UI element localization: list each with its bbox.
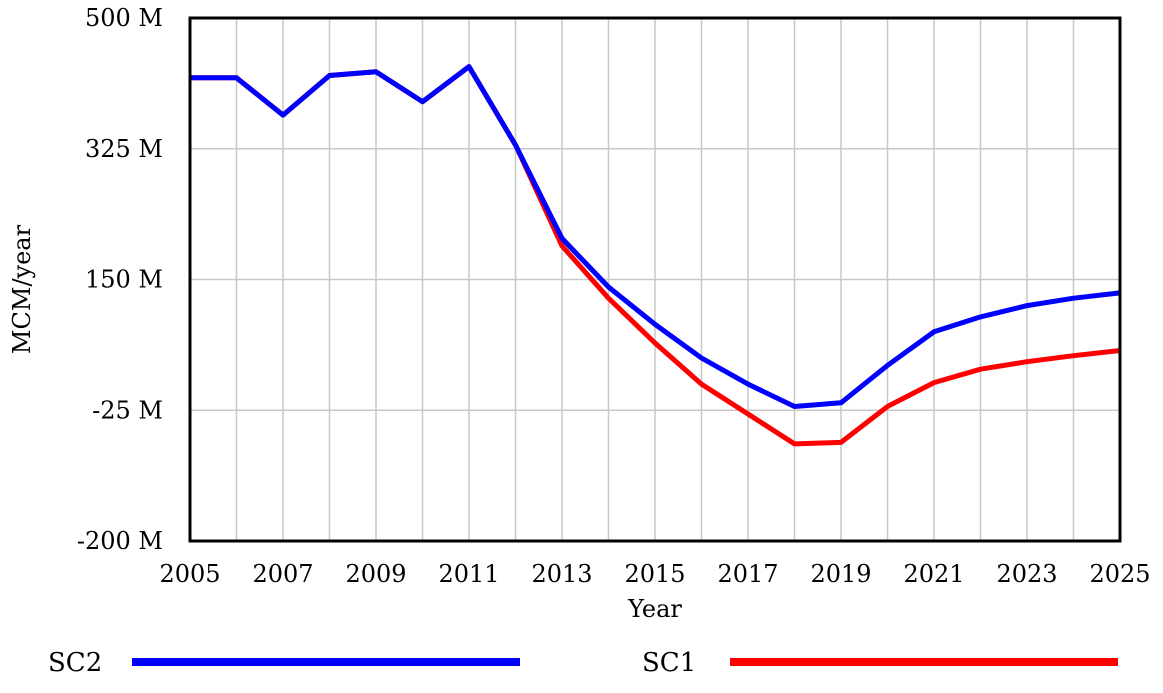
legend: SC2 SC1 bbox=[48, 648, 1118, 678]
x-tick-label: 2009 bbox=[345, 560, 406, 588]
x-axis-tick-labels: 2005 2007 2009 2011 2013 2015 2017 2019 2021 2023… bbox=[159, 560, 1150, 588]
y-axis-title: MCM/year bbox=[8, 224, 36, 354]
gridlines bbox=[190, 18, 1120, 541]
y-tick-label: 325 M bbox=[85, 135, 163, 163]
y-tick-label: -200 M bbox=[77, 527, 163, 555]
x-tick-label: 2015 bbox=[624, 560, 685, 588]
legend-label-sc1: SC1 bbox=[642, 648, 696, 678]
x-tick-label: 2011 bbox=[438, 560, 499, 588]
x-axis-title: Year bbox=[627, 595, 682, 623]
x-tick-label: 2021 bbox=[903, 560, 964, 588]
x-tick-label: 2013 bbox=[531, 560, 592, 588]
y-tick-label: 150 M bbox=[85, 266, 163, 294]
series-line-sc2 bbox=[190, 64, 1121, 409]
x-tick-label: 2017 bbox=[717, 560, 778, 588]
plot-area-frame bbox=[188, 16, 1122, 543]
y-tick-label: 500 M bbox=[85, 4, 163, 32]
x-tick-label: 2007 bbox=[252, 560, 313, 588]
legend-label-sc2: SC2 bbox=[48, 648, 102, 678]
y-tick-label: -25 M bbox=[92, 396, 163, 424]
x-tick-label: 2019 bbox=[810, 560, 871, 588]
y-axis-tick-labels: 500 M 325 M 150 M -25 M -200 M bbox=[77, 4, 163, 555]
x-tick-label: 2025 bbox=[1089, 560, 1150, 588]
x-tick-label: 2005 bbox=[159, 560, 220, 588]
series-lines bbox=[190, 64, 1121, 447]
x-tick-label: 2023 bbox=[996, 560, 1057, 588]
